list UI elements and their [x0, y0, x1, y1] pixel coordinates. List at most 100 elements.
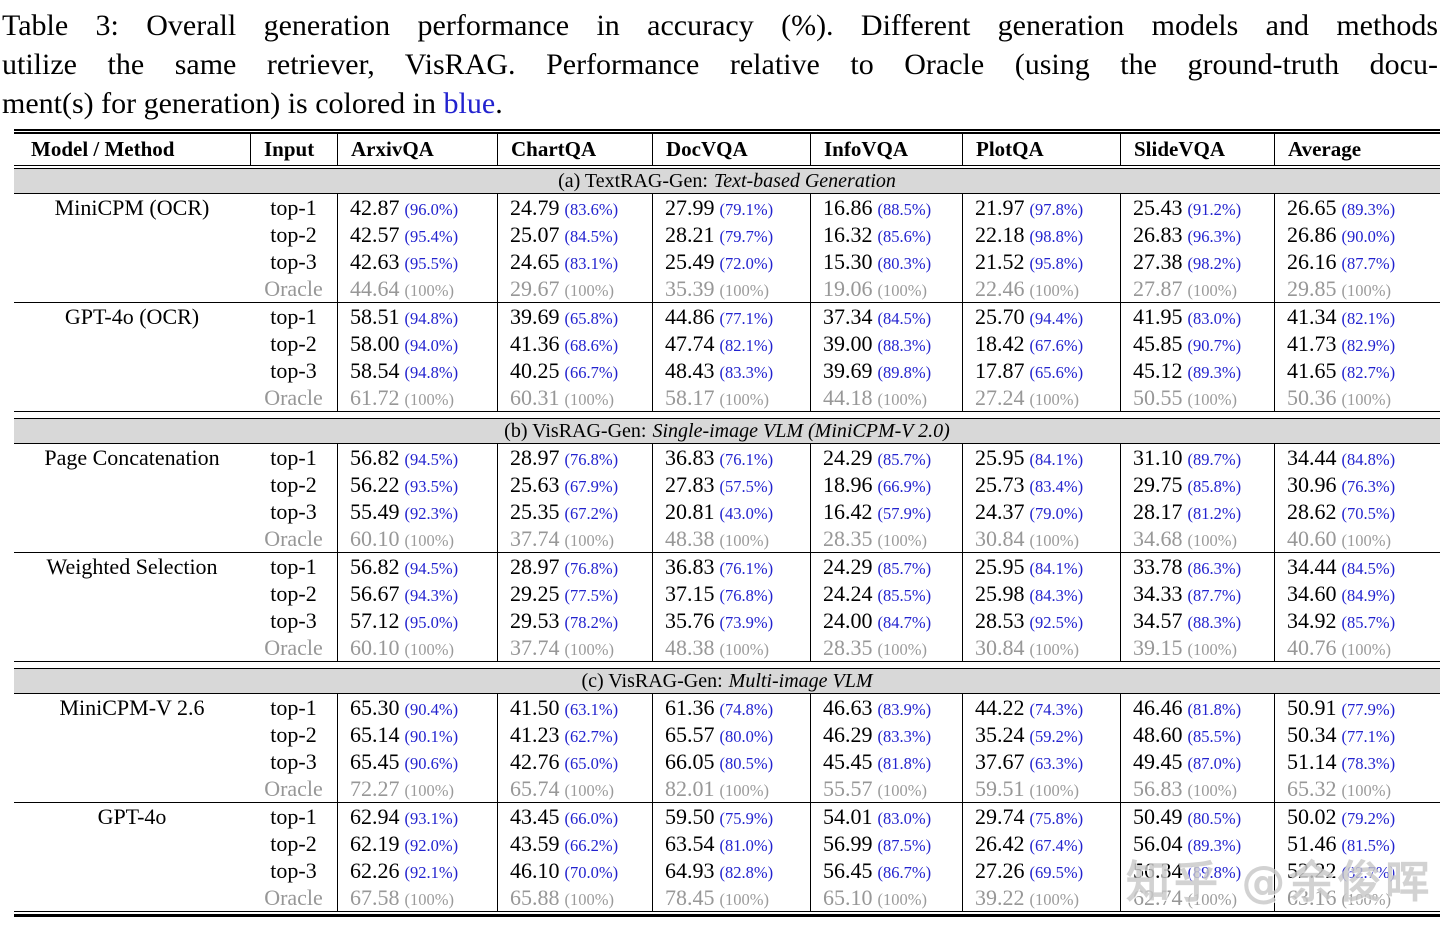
relative-to-oracle-pct: (100%)	[404, 281, 454, 300]
relative-to-oracle-pct: (79.0%)	[1029, 504, 1084, 523]
metric-cell: 28.35 (100%)	[810, 525, 962, 552]
input-label: Oracle	[250, 634, 337, 661]
relative-to-oracle-pct: (86.7%)	[877, 863, 932, 882]
metric-cell: 45.45 (81.8%)	[810, 748, 962, 775]
relative-to-oracle-pct: (76.1%)	[719, 559, 774, 578]
metric-value: 36.83	[665, 554, 715, 579]
metric-cell: 37.74 (100%)	[497, 525, 652, 552]
input-label: Oracle	[250, 775, 337, 802]
relative-to-oracle-pct: (83.3%)	[877, 727, 932, 746]
metric-value: 25.63	[510, 472, 560, 497]
metric-value: 28.97	[510, 554, 560, 579]
relative-to-oracle-pct: (57.9%)	[877, 504, 932, 523]
relative-to-oracle-pct: (95.0%)	[404, 613, 459, 632]
metric-cell: 51.14 (78.3%)	[1274, 748, 1440, 775]
relative-to-oracle-pct: (85.7%)	[877, 559, 932, 578]
metric-cell: 59.50 (75.9%)	[652, 803, 810, 830]
metric-cell: 65.57 (80.0%)	[652, 721, 810, 748]
model-group: MiniCPM (OCR) top-1 42.87 (96.0%) 24.79 (83.6…	[14, 194, 1440, 302]
metric-value: 34.68	[1133, 526, 1183, 551]
metric-cell: 48.60 (85.5%)	[1120, 721, 1274, 748]
relative-to-oracle-pct: (100%)	[877, 640, 927, 659]
metric-value: 48.38	[665, 526, 715, 551]
metric-value: 78.45	[665, 885, 715, 910]
metric-value: 18.96	[823, 472, 873, 497]
metric-value: 21.52	[975, 249, 1025, 274]
relative-to-oracle-pct: (100%)	[564, 390, 614, 409]
metric-value: 20.81	[665, 499, 715, 524]
metric-cell: 25.73 (83.4%)	[962, 471, 1120, 498]
metric-value: 48.38	[665, 635, 715, 660]
relative-to-oracle-pct: (84.1%)	[1029, 450, 1084, 469]
metric-cell: 46.46 (81.8%)	[1120, 694, 1274, 721]
relative-to-oracle-pct: (100%)	[1187, 531, 1237, 550]
metric-value: 28.62	[1287, 499, 1337, 524]
metric-cell: 62.74 (100%)	[1120, 884, 1274, 911]
metric-cell: 46.10 (70.0%)	[497, 857, 652, 884]
input-label: top-2	[250, 330, 337, 357]
model-name: GPT-4o (OCR)	[64, 303, 200, 329]
metric-value: 37.67	[975, 749, 1025, 774]
relative-to-oracle-pct: (89.7%)	[1187, 450, 1242, 469]
metric-cell: 34.57 (88.3%)	[1120, 607, 1274, 634]
relative-to-oracle-pct: (100%)	[719, 281, 769, 300]
metric-cell: 24.29 (85.7%)	[810, 553, 962, 580]
model-group: GPT-4o top-1 62.94 (93.1%) 43.45 (66.0%) 59.50…	[14, 803, 1440, 911]
metric-value: 17.87	[975, 358, 1025, 383]
model-group: Weighted Selection top-1 56.82 (94.5%) 28.97…	[14, 553, 1440, 661]
relative-to-oracle-pct: (91.2%)	[1187, 200, 1242, 219]
metric-cell: 34.33 (87.7%)	[1120, 580, 1274, 607]
relative-to-oracle-pct: (100%)	[1341, 781, 1391, 800]
input-label-text: top-3	[270, 499, 317, 524]
metric-value: 46.10	[510, 858, 560, 883]
metric-value: 26.16	[1287, 249, 1337, 274]
relative-to-oracle-pct: (76.1%)	[719, 450, 774, 469]
relative-to-oracle-pct: (100%)	[877, 390, 927, 409]
relative-to-oracle-pct: (88.3%)	[877, 336, 932, 355]
relative-to-oracle-pct: (87.0%)	[1187, 754, 1242, 773]
relative-to-oracle-pct: (100%)	[1187, 281, 1237, 300]
input-label-text: Oracle	[264, 526, 323, 551]
metric-cell: 56.04 (89.3%)	[1120, 830, 1274, 857]
relative-to-oracle-pct: (83.1%)	[564, 254, 619, 273]
metric-value: 25.98	[975, 581, 1025, 606]
metric-cell: 65.10 (100%)	[810, 884, 962, 911]
metric-value: 55.57	[823, 776, 873, 801]
metric-value: 21.97	[975, 195, 1025, 220]
input-label: top-1	[250, 194, 337, 221]
metric-value: 50.34	[1287, 722, 1337, 747]
metric-value: 56.34	[1133, 858, 1183, 883]
input-label-text: Oracle	[264, 385, 323, 410]
input-label-text: top-3	[270, 358, 317, 383]
input-label: Oracle	[250, 525, 337, 552]
relative-to-oracle-pct: (100%)	[564, 781, 614, 800]
metric-cell: 19.06 (100%)	[810, 275, 962, 302]
relative-to-oracle-pct: (100%)	[1029, 781, 1079, 800]
metric-value: 28.53	[975, 608, 1025, 633]
relative-to-oracle-pct: (100%)	[1187, 781, 1237, 800]
metric-value: 51.46	[1287, 831, 1337, 856]
metric-value: 25.35	[510, 499, 560, 524]
metric-cell: 28.53 (92.5%)	[962, 607, 1120, 634]
metric-value: 47.74	[665, 331, 715, 356]
metric-value: 34.44	[1287, 445, 1337, 470]
metric-cell: 27.38 (98.2%)	[1120, 248, 1274, 275]
relative-to-oracle-pct: (74.3%)	[1029, 700, 1084, 719]
relative-to-oracle-pct: (96.0%)	[404, 200, 459, 219]
metric-value: 64.93	[665, 858, 715, 883]
table-body: (a) TextRAG-Gen: Text-based Generation Min…	[14, 169, 1440, 917]
site-watermark: 知乎 @余俊晖	[1126, 857, 1434, 908]
metric-value: 29.53	[510, 608, 560, 633]
metric-cell: 34.44 (84.8%)	[1274, 444, 1440, 471]
metric-value: 33.78	[1133, 554, 1183, 579]
metric-cell: 62.94 (93.1%)	[337, 803, 497, 830]
metric-cell: 24.37 (79.0%)	[962, 498, 1120, 525]
relative-to-oracle-pct: (85.5%)	[877, 586, 932, 605]
metric-value: 61.72	[350, 385, 400, 410]
metric-value: 65.88	[510, 885, 560, 910]
metric-value: 62.94	[350, 804, 400, 829]
metric-cell: 60.10 (100%)	[337, 634, 497, 661]
metric-value: 46.29	[823, 722, 873, 747]
relative-to-oracle-pct: (84.5%)	[564, 227, 619, 246]
relative-to-oracle-pct: (80.3%)	[877, 254, 932, 273]
